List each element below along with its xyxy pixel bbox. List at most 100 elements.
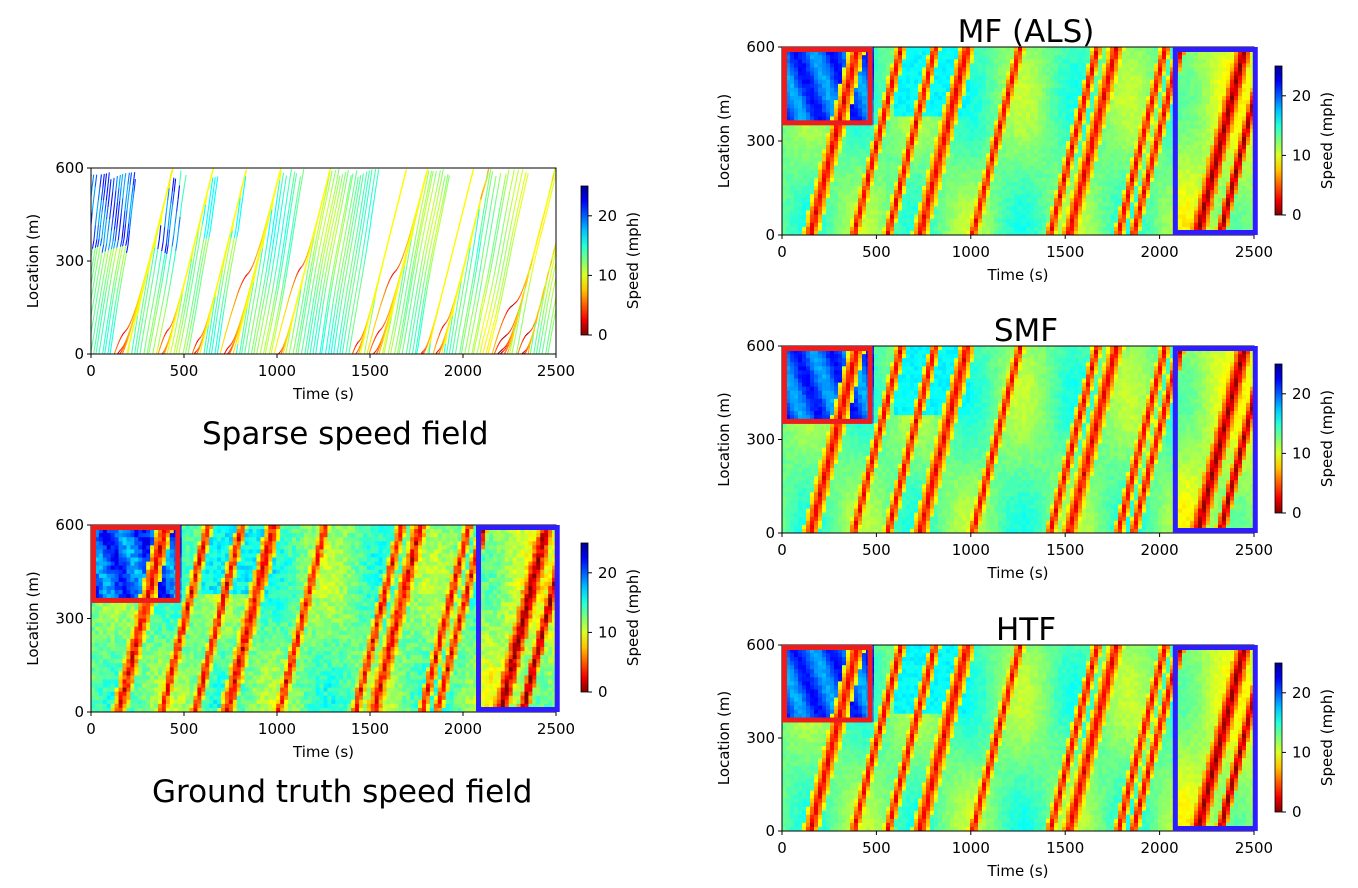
colorbar-tick-label: 10 xyxy=(598,266,617,284)
x-axis-label: Time (s) xyxy=(987,266,1049,284)
panel-title: MF (ALS) xyxy=(958,14,1095,50)
ground-truth-caption: Ground truth speed field xyxy=(152,774,532,810)
blue-highlight-box xyxy=(1172,346,1258,533)
x-tick-label: 2500 xyxy=(1235,541,1273,559)
x-tick-label: 2000 xyxy=(444,720,482,738)
colorbar-tick-label: 0 xyxy=(598,683,608,701)
y-tick-label: 600 xyxy=(55,159,84,177)
x-tick-label: 0 xyxy=(777,839,787,857)
red-highlight-box xyxy=(782,346,873,424)
blue-highlight-box xyxy=(476,525,560,712)
y-tick-label: 600 xyxy=(746,337,775,355)
y-tick-label: 300 xyxy=(746,431,775,449)
y-axis-label: Location (m) xyxy=(24,571,42,666)
y-tick-label: 300 xyxy=(55,252,84,270)
y-axis-label: Location (m) xyxy=(715,94,733,189)
colorbar-tick-label: 0 xyxy=(1292,504,1302,522)
x-tick-label: 1000 xyxy=(952,541,990,559)
y-tick-label: 600 xyxy=(746,38,775,56)
colorbar-label: Speed (mph) xyxy=(1318,92,1336,189)
colorbar xyxy=(1274,662,1283,813)
colorbar-tick-label: 10 xyxy=(1292,444,1311,462)
panel-title: HTF xyxy=(996,612,1056,648)
colorbar-label: Speed (mph) xyxy=(624,212,642,309)
colorbar-tick-label: 0 xyxy=(1292,206,1302,224)
x-axis-label: Time (s) xyxy=(292,385,354,403)
panel-ground_truth: 0 500 1000 1500 2000 2500 0 300 600 Time (s) Locat… xyxy=(24,516,642,761)
x-tick-label: 0 xyxy=(86,362,96,380)
heatmap-htf xyxy=(782,645,1254,831)
y-tick-label: 0 xyxy=(765,226,775,244)
x-tick-label: 1500 xyxy=(351,720,389,738)
x-tick-label: 1500 xyxy=(1046,839,1084,857)
blue-highlight-box xyxy=(1172,645,1258,831)
colorbar-tick-label: 20 xyxy=(1292,87,1311,105)
x-tick-label: 1000 xyxy=(258,720,296,738)
sparse-field-caption: Sparse speed field xyxy=(202,416,489,452)
heatmap-sparse xyxy=(91,168,556,354)
colorbar-label: Speed (mph) xyxy=(624,569,642,666)
panel-smf: 0 500 1000 1500 2000 2500 0 300 600 Time (s) Locat… xyxy=(715,313,1336,582)
panel-htf: 0 500 1000 1500 2000 2500 0 300 600 Time (s) Locat… xyxy=(715,612,1336,880)
y-axis-label: Location (m) xyxy=(715,691,733,786)
x-tick-label: 1500 xyxy=(351,362,389,380)
x-tick-label: 2000 xyxy=(444,362,482,380)
y-tick-label: 600 xyxy=(55,516,84,534)
colorbar-tick-label: 10 xyxy=(1292,146,1311,164)
x-tick-label: 1000 xyxy=(952,243,990,261)
x-tick-label: 0 xyxy=(86,720,96,738)
y-tick-label: 0 xyxy=(765,822,775,840)
panel-sparse: 0 500 1000 1500 2000 2500 0 300 600 Time (s) Locat… xyxy=(24,159,642,403)
heatmap-mf_als xyxy=(782,47,1254,235)
panel-mf_als: 0 500 1000 1500 2000 2500 0 300 600 Time (s) Locat… xyxy=(715,14,1336,284)
colorbar-label: Speed (mph) xyxy=(1318,689,1336,786)
colorbar xyxy=(1274,65,1283,216)
red-highlight-box xyxy=(782,645,873,723)
colorbar-tick-label: 20 xyxy=(1292,385,1311,403)
x-tick-label: 500 xyxy=(170,720,199,738)
x-tick-label: 1500 xyxy=(1046,243,1084,261)
x-tick-label: 500 xyxy=(862,839,891,857)
x-tick-label: 500 xyxy=(862,541,891,559)
y-tick-label: 300 xyxy=(746,729,775,747)
y-axis-label: Location (m) xyxy=(715,392,733,487)
x-tick-label: 500 xyxy=(170,362,199,380)
y-tick-label: 300 xyxy=(55,610,84,628)
red-highlight-box xyxy=(91,525,181,603)
x-tick-label: 2500 xyxy=(537,362,575,380)
x-tick-label: 1000 xyxy=(952,839,990,857)
colorbar-tick-label: 0 xyxy=(1292,803,1302,821)
y-tick-label: 600 xyxy=(746,636,775,654)
colorbar-tick-label: 20 xyxy=(598,564,617,582)
panel-title: SMF xyxy=(994,313,1058,349)
heatmap-smf xyxy=(782,346,1254,533)
y-tick-label: 300 xyxy=(746,132,775,150)
x-tick-label: 1500 xyxy=(1046,541,1084,559)
colorbar-tick-label: 10 xyxy=(1292,743,1311,761)
x-tick-label: 0 xyxy=(777,243,787,261)
x-axis-label: Time (s) xyxy=(987,862,1049,880)
y-tick-label: 0 xyxy=(74,345,84,363)
x-tick-label: 500 xyxy=(862,243,891,261)
colorbar-tick-label: 0 xyxy=(598,326,608,344)
x-axis-label: Time (s) xyxy=(292,743,354,761)
x-tick-label: 2500 xyxy=(1235,243,1273,261)
colorbar-tick-label: 20 xyxy=(598,207,617,225)
y-axis-label: Location (m) xyxy=(24,214,42,309)
x-tick-label: 2000 xyxy=(1141,541,1179,559)
colorbar xyxy=(1274,363,1283,514)
y-tick-label: 0 xyxy=(74,703,84,721)
red-highlight-box xyxy=(782,47,873,126)
heatmap-ground_truth xyxy=(91,525,556,712)
y-tick-label: 0 xyxy=(765,524,775,542)
x-tick-label: 2500 xyxy=(1235,839,1273,857)
colorbar-tick-label: 10 xyxy=(598,623,617,641)
colorbar xyxy=(580,542,589,693)
x-tick-label: 2000 xyxy=(1141,243,1179,261)
x-tick-label: 0 xyxy=(777,541,787,559)
colorbar-label: Speed (mph) xyxy=(1318,390,1336,487)
x-tick-label: 1000 xyxy=(258,362,296,380)
x-axis-label: Time (s) xyxy=(987,564,1049,582)
x-tick-label: 2000 xyxy=(1141,839,1179,857)
